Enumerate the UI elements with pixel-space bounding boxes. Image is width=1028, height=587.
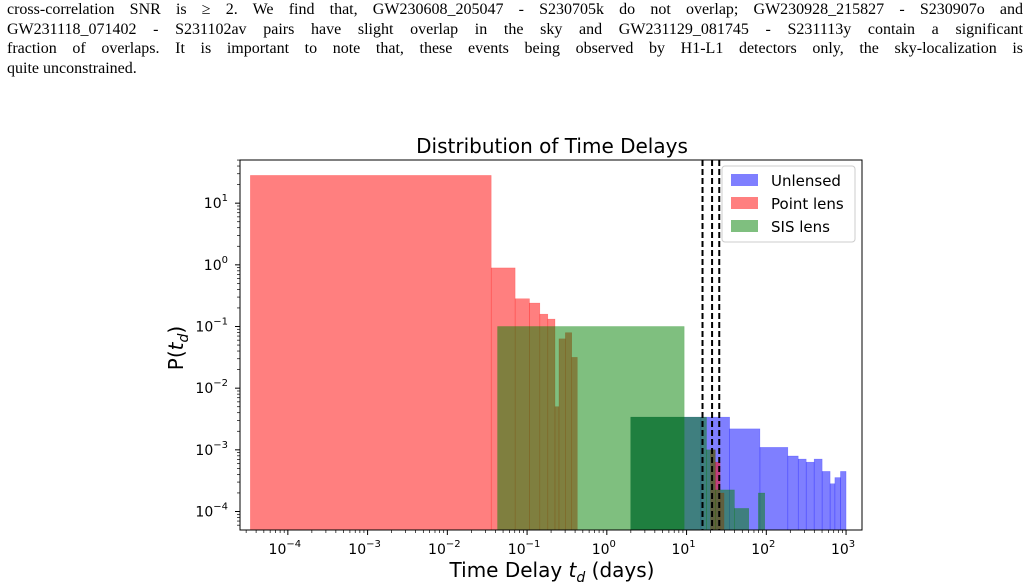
x-axis-label: Time Delay td (days)	[449, 558, 655, 586]
x-tick-label-1: 10−3	[348, 539, 381, 558]
bar-sis-lens-1	[630, 416, 707, 531]
legend-label-sis-lens: SIS lens	[771, 218, 830, 236]
histogram-bars	[250, 175, 847, 531]
bar-unlensed-9	[829, 483, 836, 531]
paragraph-line-2: GW231118_071402 - S231102av pairs have s…	[7, 20, 1023, 38]
bar-point-lens-0	[250, 175, 492, 531]
y-tick-label-2: 10−2	[195, 378, 228, 397]
paragraph-line-4: quite unconstrained.	[7, 59, 137, 77]
x-tick-label-5: 101	[671, 539, 695, 558]
paragraph-line-3: fraction of overlaps. It is important to…	[7, 40, 1023, 57]
chart-title: Distribution of Time Delays	[416, 134, 688, 158]
y-tick-label-0: 10−4	[195, 502, 228, 521]
y-tick-label-4: 100	[204, 255, 228, 274]
legend-swatch-sis-lens	[731, 220, 758, 232]
paragraph-line-1: cross-correlation SNR is ≥ 2. We find th…	[7, 1, 1023, 18]
bar-sis-lens-2	[706, 449, 716, 531]
bar-unlensed-5	[797, 458, 807, 531]
x-tick-label-3: 10−1	[508, 539, 541, 558]
y-tick-label-3: 10−1	[195, 317, 228, 336]
x-tick-label-4: 100	[592, 539, 616, 558]
vertical-lines	[701, 160, 721, 530]
bar-unlensed-6	[805, 461, 815, 531]
legend-label-point-lens: Point lens	[771, 195, 844, 213]
x-tick-label-0: 10−4	[269, 539, 302, 558]
bar-unlensed-10	[834, 477, 841, 531]
x-axis-ticks: 10−4 10−3 10−2 10−1 100 101 102 103	[245, 530, 855, 558]
x-tick-label-2: 10−2	[428, 539, 461, 558]
legend-swatch-unlensed	[731, 174, 758, 186]
bar-unlensed-11	[840, 471, 847, 531]
y-tick-label-1: 10−3	[195, 440, 228, 459]
paper-paragraph: cross-correlation SNR is ≥ 2. We find th…	[7, 0, 1023, 78]
bar-sis-lens-6	[758, 492, 765, 531]
chart-legend: Unlensed Point lens SIS lens	[721, 165, 856, 243]
legend-swatch-point-lens	[731, 197, 758, 209]
bar-sis-lens-4	[734, 508, 750, 531]
legend-label-unlensed: Unlensed	[771, 172, 841, 190]
bar-sis-lens-3	[715, 489, 735, 531]
y-axis-label: P(td)	[164, 326, 192, 370]
bar-unlensed-7	[813, 458, 823, 531]
y-tick-label-5: 101	[204, 193, 228, 212]
y-axis-ticks: 10−4 10−3 10−2 10−1 100 101	[195, 159, 240, 526]
x-tick-label-7: 103	[831, 539, 855, 558]
bar-unlensed-8	[821, 471, 831, 531]
x-tick-label-6: 102	[751, 539, 775, 558]
bar-unlensed-4	[787, 455, 799, 531]
